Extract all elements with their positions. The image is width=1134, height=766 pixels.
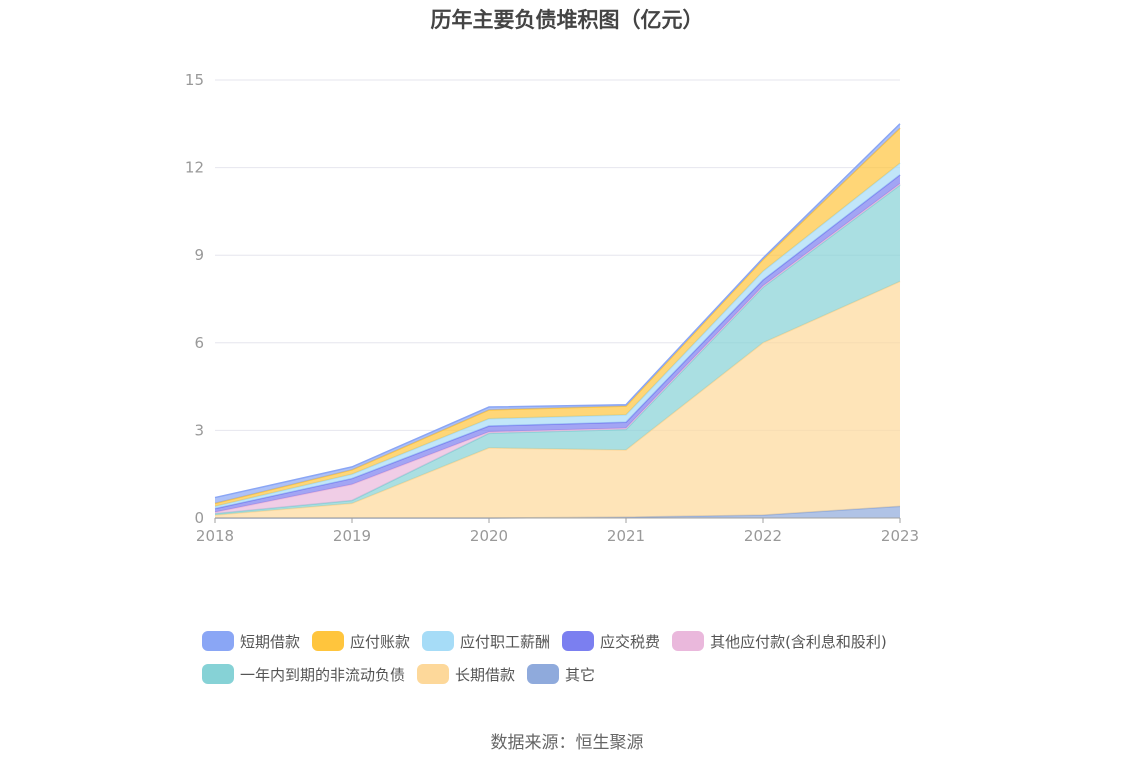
- legend-swatch: [202, 664, 234, 684]
- legend-label: 应交税费: [600, 632, 661, 651]
- area-series-1: [215, 281, 900, 518]
- legend-swatch: [672, 631, 705, 651]
- x-tick-label: 2021: [607, 527, 645, 545]
- legend-label: 应付账款: [350, 632, 411, 651]
- x-tick-label: 2018: [196, 527, 234, 545]
- legend-row-2: 一年内到期的非流动负债 长期借款 其它: [202, 663, 962, 685]
- legend-swatch: [562, 631, 595, 651]
- legend-label: 长期借款: [455, 665, 516, 684]
- x-tick-label: 2023: [881, 527, 919, 545]
- y-tick-label: 9: [194, 246, 204, 264]
- legend-swatch: [417, 664, 450, 684]
- legend-item[interactable]: 应付账款: [312, 631, 410, 652]
- area-series-group: [214, 123, 901, 519]
- x-tick-label: 2020: [470, 527, 508, 545]
- legend-item[interactable]: 一年内到期的非流动负债: [202, 664, 405, 685]
- y-axis: 0 3 6 9 12 15: [185, 71, 204, 527]
- stacked-area-chart: 2018 2019 2020 2021 2022 2023 0 3 6 9 12 15: [185, 71, 919, 545]
- legend-row-1: 短期借款 应付账款 应付职工薪酬 应交税费 其他应付款(含利息和股利): [202, 630, 962, 652]
- legend-label: 一年内到期的非流动负债: [240, 665, 406, 684]
- legend-item[interactable]: 长期借款: [417, 664, 515, 685]
- y-tick-label: 3: [194, 421, 204, 439]
- y-tick-label: 12: [185, 159, 204, 177]
- legend-item[interactable]: 应交税费: [562, 631, 660, 652]
- y-tick-label: 0: [194, 509, 204, 527]
- area-series-0: [215, 506, 900, 518]
- legend-label: 其他应付款(含利息和股利): [710, 632, 887, 651]
- legend-label: 短期借款: [240, 632, 301, 651]
- legend-label: 其它: [565, 665, 596, 684]
- legend-item[interactable]: 其它: [527, 664, 595, 685]
- legend-item[interactable]: 其他应付款(含利息和股利): [672, 631, 887, 652]
- x-axis: 2018 2019 2020 2021 2022 2023: [196, 517, 919, 545]
- area-series-line-7: [214, 123, 901, 499]
- legend-label: 应付职工薪酬: [460, 632, 551, 651]
- legend-swatch: [312, 631, 345, 651]
- legend-item[interactable]: 短期借款: [202, 631, 300, 652]
- y-tick-label: 6: [194, 334, 204, 352]
- x-tick-label: 2019: [333, 527, 371, 545]
- data-source: 数据来源：恒生聚源: [490, 733, 644, 753]
- legend-swatch: [527, 664, 560, 684]
- legend-swatch: [422, 631, 455, 651]
- legend-swatch: [202, 631, 234, 651]
- x-tick-label: 2022: [744, 527, 782, 545]
- y-tick-label: 15: [185, 71, 204, 89]
- legend-item[interactable]: 应付职工薪酬: [422, 631, 550, 652]
- legend: 短期借款 应付账款 应付职工薪酬 应交税费 其他应付款(含利息和股利) 一年内到期的非流…: [202, 630, 962, 696]
- chart-title: 历年主要负债堆积图（亿元）: [430, 8, 704, 32]
